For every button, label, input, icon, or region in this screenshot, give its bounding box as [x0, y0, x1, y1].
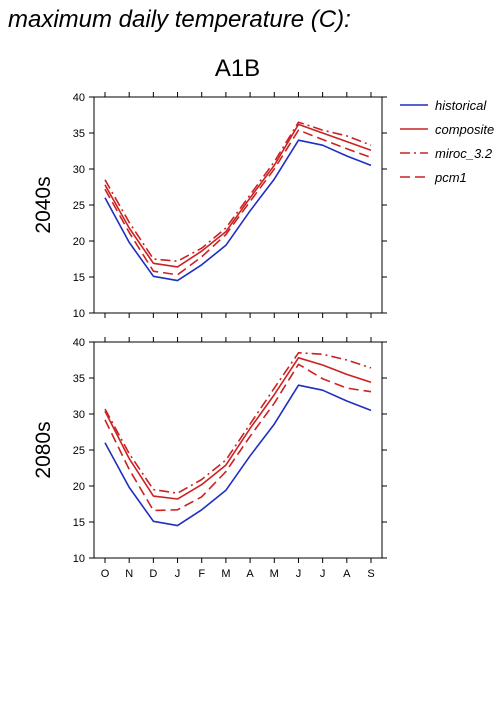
panel-2040s: 10 15 20 25 30 35 40 2040s [32, 92, 387, 320]
y-tick-label: 10 [73, 553, 85, 565]
row-label-2080s: 2080s [32, 421, 55, 478]
x-tick-label: A [246, 568, 254, 580]
x-tick-label: J [320, 568, 326, 580]
row-label-2040s: 2040s [32, 176, 55, 233]
x-tick-label: A [343, 568, 351, 580]
y-tick-label: 30 [73, 409, 85, 421]
series-line-historical [104, 384, 372, 527]
y-tick-label: 20 [73, 481, 85, 493]
y-tick-label: 15 [73, 517, 85, 529]
series-line-miroc_3.2 [104, 351, 372, 495]
y-tick-label: 30 [73, 164, 85, 176]
y-tick-label: 25 [73, 200, 85, 212]
y-tick-label: 20 [73, 236, 85, 248]
y-tick-label: 25 [73, 445, 85, 457]
x-tick-label: J [175, 568, 181, 580]
y-tick-label: 35 [73, 128, 85, 140]
series-line-miroc_3.2 [104, 121, 372, 263]
x-tick-label: M [270, 568, 279, 580]
x-tick-label: M [221, 568, 230, 580]
page-title: maximum daily temperature (C): [8, 6, 351, 33]
x-tick-label: D [149, 568, 157, 580]
x-tick-label: S [367, 568, 374, 580]
y-tick-label: 10 [73, 308, 85, 320]
x-tick-label: O [101, 568, 110, 580]
series-line-pcm1 [104, 363, 372, 512]
series-line-historical [104, 139, 372, 282]
panel-2080s: 10 15 20 25 30 35 40 O N D J F M A M J J A S 2080s [32, 337, 387, 580]
legend-label-composite: composite [435, 122, 494, 137]
legend-label-pcm1: pcm1 [434, 170, 467, 185]
plot-frame [93, 341, 383, 559]
y-tick-label: 40 [73, 92, 85, 104]
y-tick-label: 40 [73, 337, 85, 349]
x-tick-label: N [125, 568, 133, 580]
x-tick-label: F [198, 568, 205, 580]
legend-label-miroc_3.2: miroc_3.2 [435, 146, 493, 161]
series-line-composite [104, 123, 372, 268]
legend-label-historical: historical [435, 98, 487, 113]
plot-frame [93, 96, 383, 314]
y-tick-label: 35 [73, 373, 85, 385]
series-line-pcm1 [104, 129, 372, 276]
x-tick-label: J [296, 568, 302, 580]
legend: historical composite miroc_3.2 pcm1 [400, 98, 494, 185]
y-tick-label: 15 [73, 272, 85, 284]
series-line-composite [104, 356, 372, 500]
scenario-title: A1B [214, 55, 261, 82]
